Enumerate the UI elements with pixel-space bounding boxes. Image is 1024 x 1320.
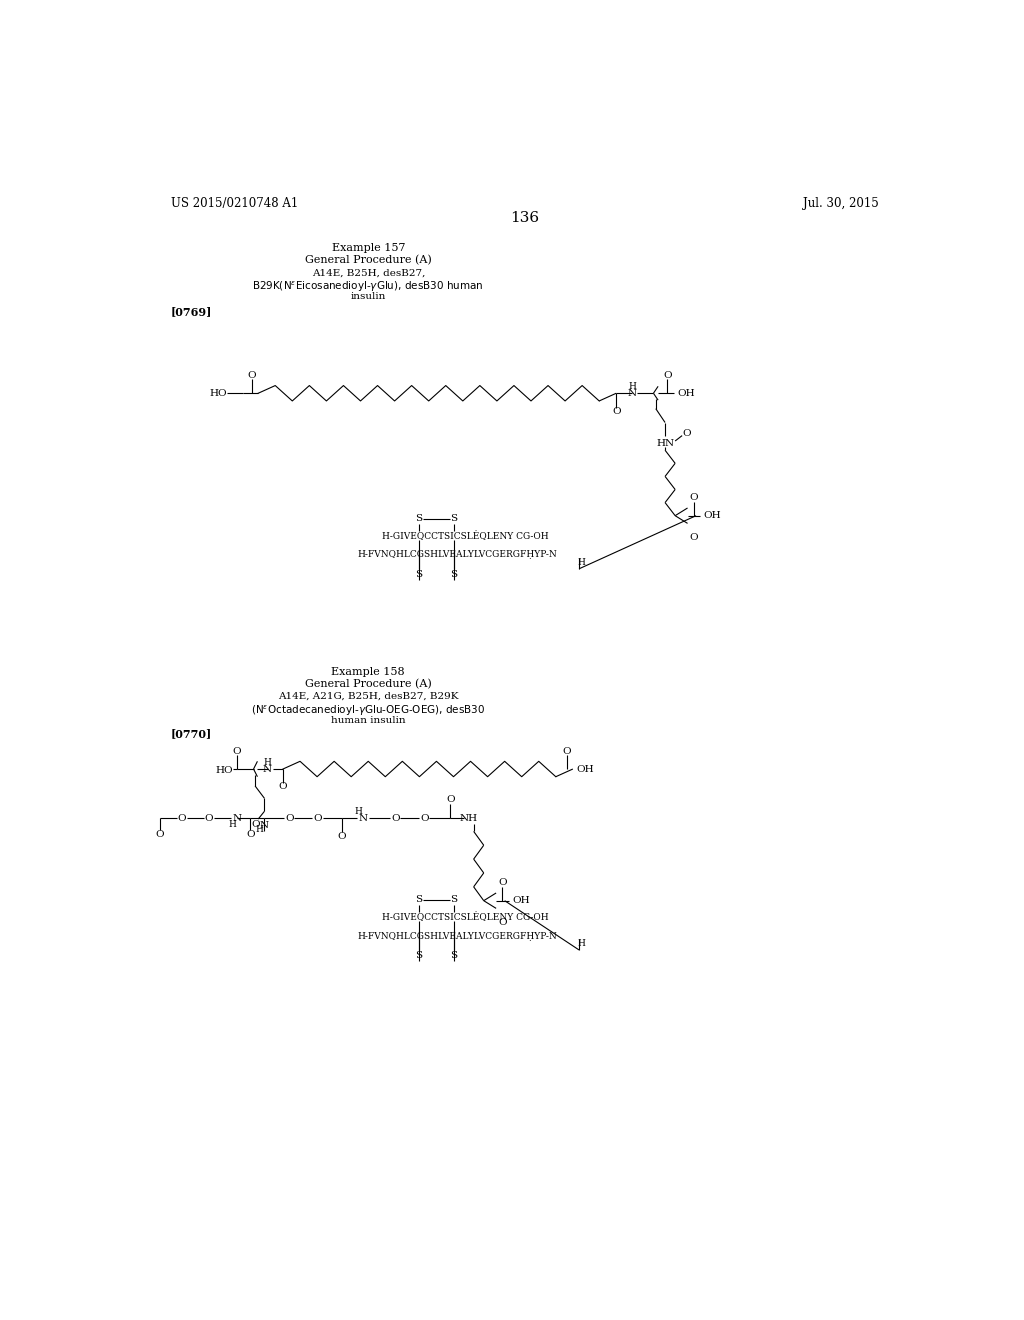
- Text: General Procedure (A): General Procedure (A): [305, 256, 432, 265]
- Text: (N$^\varepsilon$Octadecanedioyl-$\gamma$Glu-OEG-OEG), desB30: (N$^\varepsilon$Octadecanedioyl-$\gamma$…: [251, 704, 485, 718]
- Text: [0769]: [0769]: [171, 306, 212, 317]
- Text: O: O: [232, 747, 241, 756]
- Text: N: N: [358, 814, 368, 822]
- Text: O: O: [391, 814, 399, 822]
- Text: US 2015/0210748 A1: US 2015/0210748 A1: [171, 197, 298, 210]
- Text: S: S: [415, 950, 422, 960]
- Text: A14E, B25H, desB27,: A14E, B25H, desB27,: [311, 268, 425, 277]
- Text: O: O: [252, 820, 260, 829]
- Text: B29K(N$^\varepsilon$Eicosanedioyl-$\gamma$Glu), desB30 human: B29K(N$^\varepsilon$Eicosanedioyl-$\gamm…: [253, 280, 484, 294]
- Text: insulin: insulin: [350, 293, 386, 301]
- Text: S: S: [415, 895, 422, 904]
- Text: O: O: [689, 494, 698, 503]
- Text: O: O: [421, 814, 429, 822]
- Text: HO: HO: [215, 766, 232, 775]
- Text: S: S: [450, 570, 457, 578]
- Text: O: O: [612, 408, 621, 416]
- Text: H: H: [629, 381, 637, 391]
- Text: H: H: [263, 758, 271, 767]
- Text: HO: HO: [210, 389, 227, 397]
- Text: OH: OH: [678, 389, 695, 397]
- Text: H: H: [228, 820, 237, 829]
- Text: N: N: [232, 814, 242, 822]
- Text: O: O: [338, 833, 346, 841]
- Text: O: O: [177, 814, 185, 822]
- Text: O: O: [682, 429, 691, 438]
- Text: OH: OH: [512, 896, 530, 906]
- Text: H: H: [354, 807, 362, 816]
- Text: Example 158: Example 158: [332, 667, 406, 677]
- Text: S: S: [415, 515, 422, 523]
- Text: NH: NH: [460, 814, 478, 822]
- Text: H-GIVEQCCTSICSLĖQLENY ĊG-OH: H-GIVEQCCTSICSLĖQLENY ĊG-OH: [382, 912, 549, 921]
- Text: H-GIVEQCCTSICSLĖQLENY ĊG-OH: H-GIVEQCCTSICSLĖQLENY ĊG-OH: [382, 531, 549, 541]
- Text: N: N: [263, 764, 272, 774]
- Text: General Procedure (A): General Procedure (A): [305, 678, 432, 689]
- Text: H-FVNQHLCGSHLVEALYLVCGERGFḤYP-N: H-FVNQHLCGSHLVEALYLVCGERGFḤYP-N: [357, 932, 557, 941]
- Text: Jul. 30, 2015: Jul. 30, 2015: [803, 197, 879, 210]
- Text: O: O: [313, 814, 323, 822]
- Text: O: O: [498, 917, 507, 927]
- Text: H: H: [256, 825, 264, 834]
- Text: O: O: [285, 814, 294, 822]
- Text: S: S: [415, 570, 422, 578]
- Text: N: N: [627, 389, 636, 397]
- Text: OH: OH: [703, 511, 722, 520]
- Text: S: S: [450, 950, 457, 960]
- Text: H: H: [578, 558, 586, 568]
- Text: H-FVNQHLCGSHLVEALYLVCGERGFḤYP-N: H-FVNQHLCGSHLVEALYLVCGERGFḤYP-N: [357, 550, 557, 560]
- Text: O: O: [446, 796, 455, 804]
- Text: O: O: [204, 814, 213, 822]
- Text: A14E, A21G, B25H, desB27, B29K: A14E, A21G, B25H, desB27, B29K: [278, 692, 459, 701]
- Text: O: O: [248, 371, 256, 380]
- Text: S: S: [450, 895, 457, 904]
- Text: H: H: [578, 940, 586, 948]
- Text: O: O: [562, 747, 571, 756]
- Text: [0770]: [0770]: [171, 729, 212, 739]
- Text: Example 157: Example 157: [332, 243, 406, 253]
- Text: O: O: [279, 783, 288, 791]
- Text: N: N: [260, 821, 269, 830]
- Text: O: O: [246, 830, 255, 840]
- Text: OH: OH: [577, 764, 594, 774]
- Text: HN: HN: [656, 438, 674, 447]
- Text: O: O: [498, 879, 507, 887]
- Text: human insulin: human insulin: [331, 715, 406, 725]
- Text: O: O: [689, 533, 698, 541]
- Text: S: S: [450, 515, 457, 523]
- Text: O: O: [156, 830, 164, 840]
- Text: O: O: [664, 371, 672, 380]
- Text: 136: 136: [510, 211, 540, 224]
